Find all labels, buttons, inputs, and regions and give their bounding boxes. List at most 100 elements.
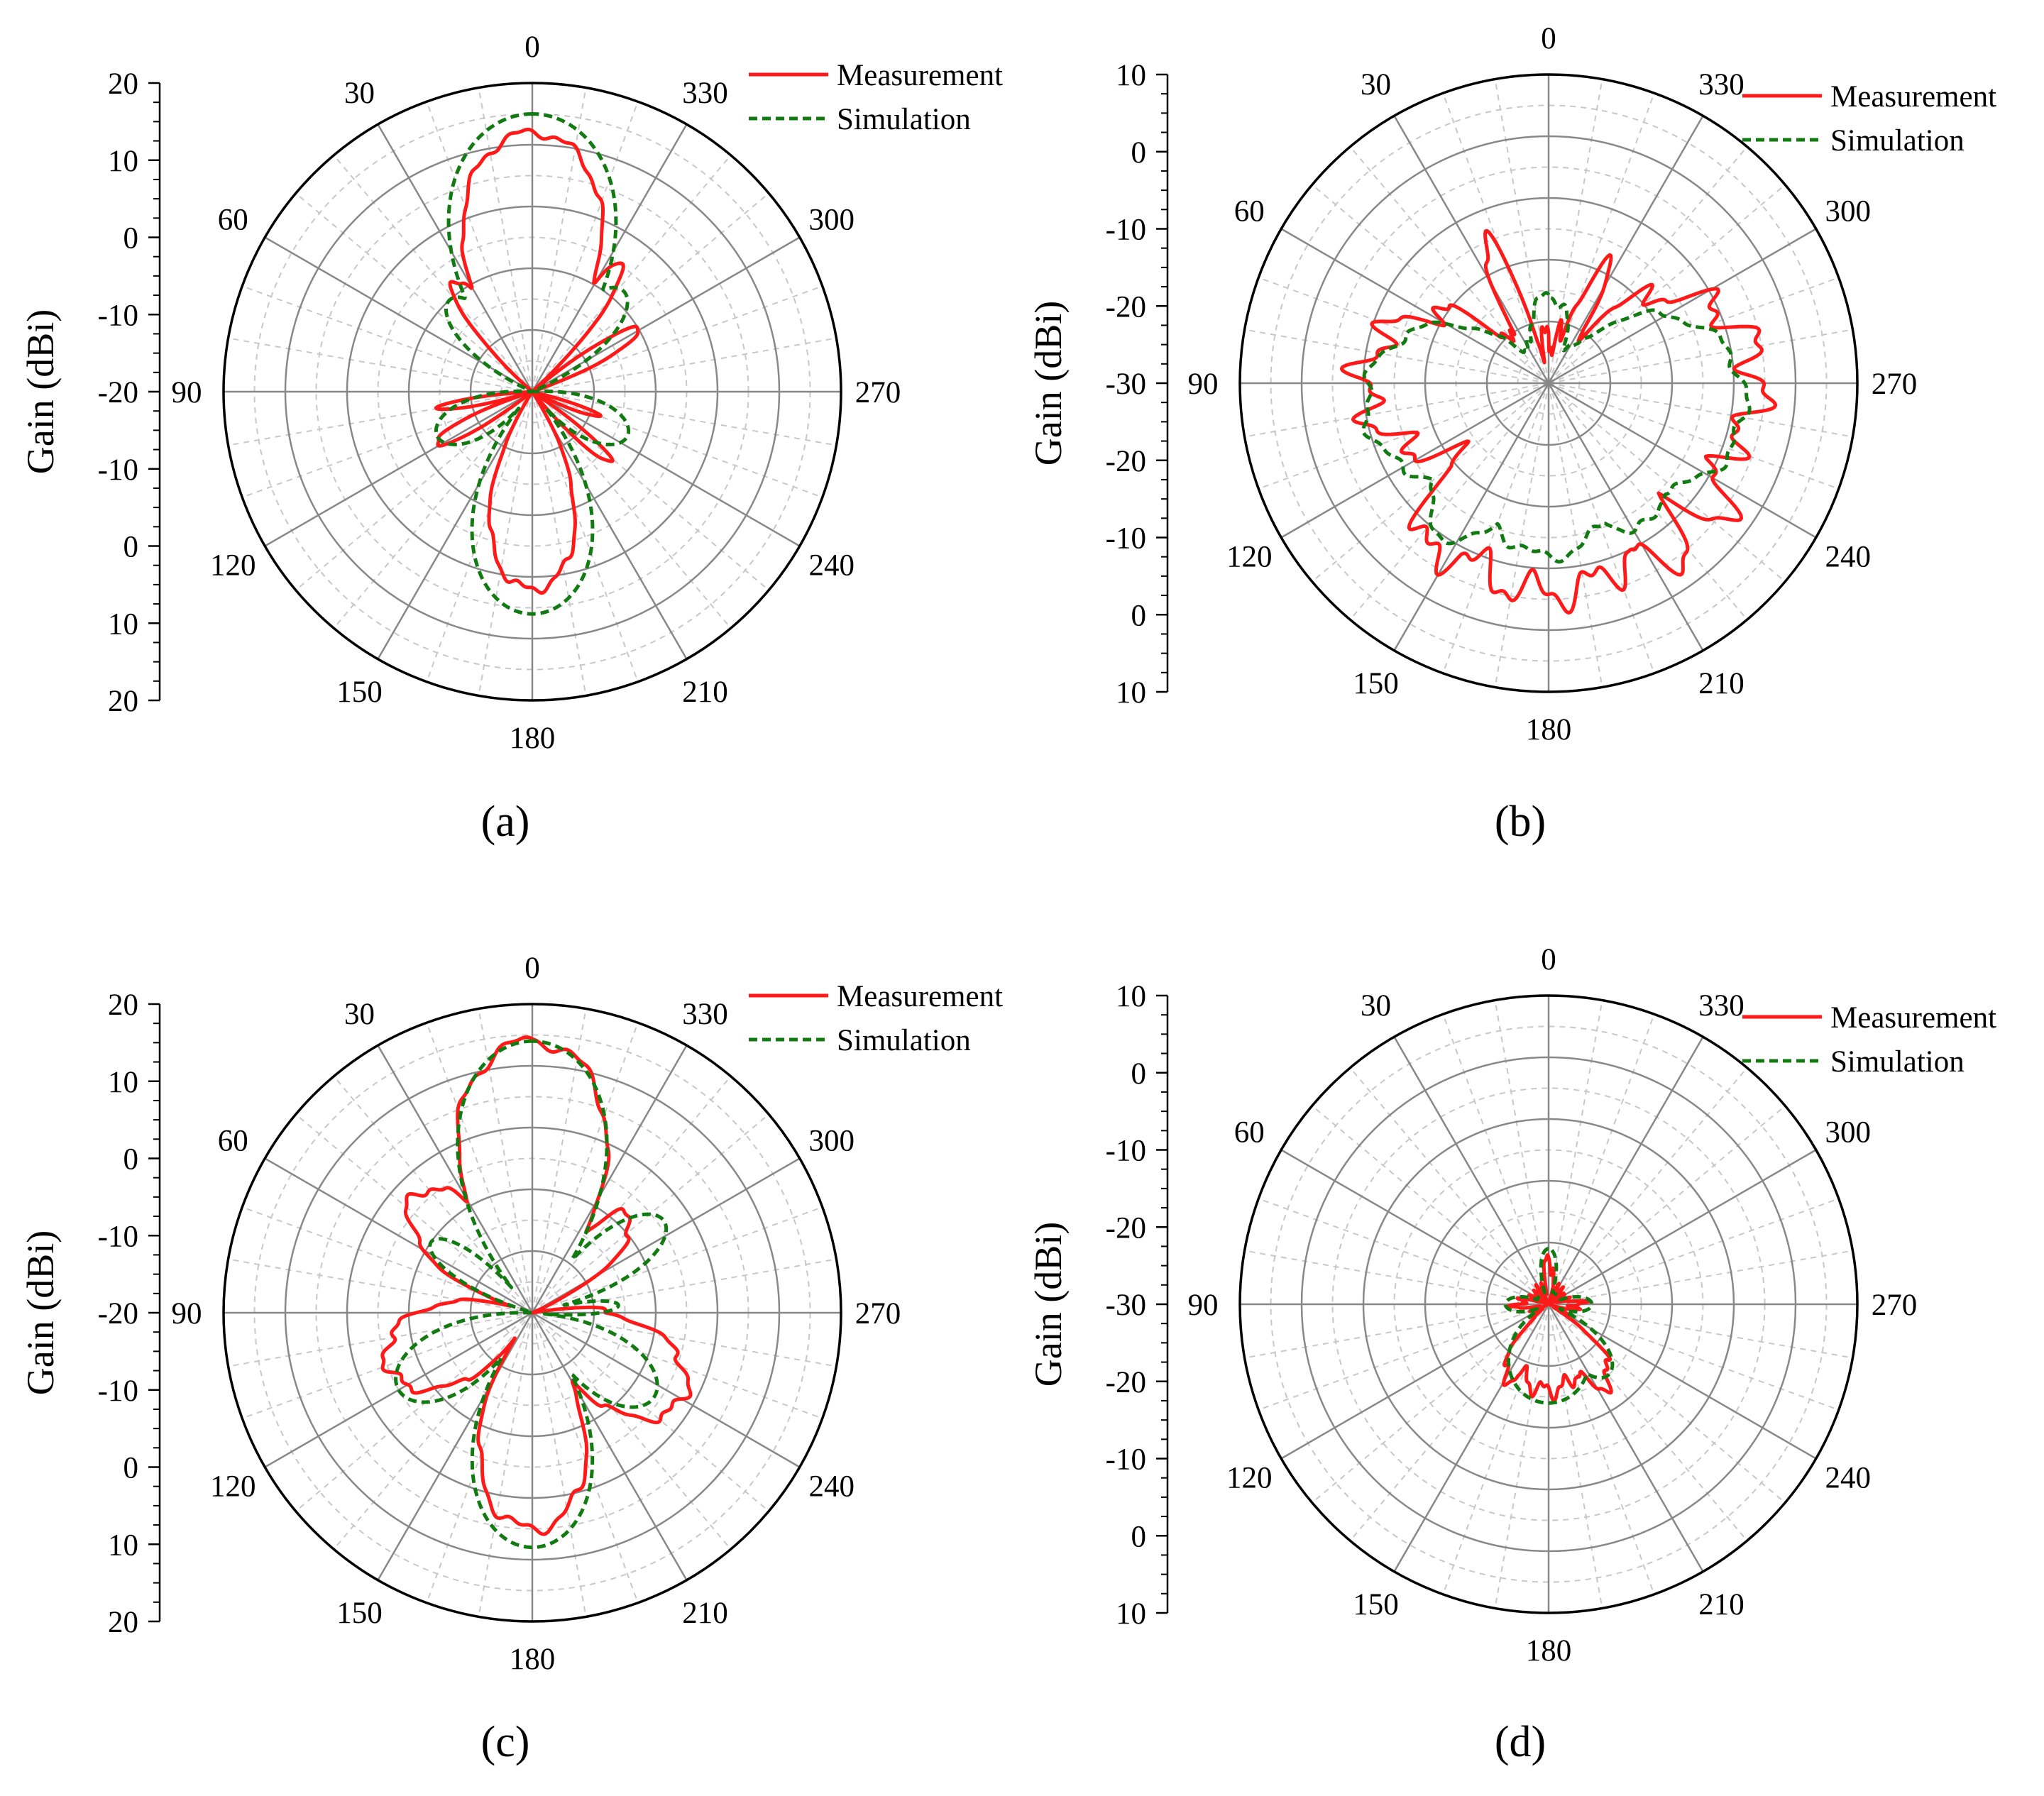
angle-tick-label: 30	[344, 998, 375, 1031]
minor-grid-spoke	[532, 1206, 823, 1313]
minor-grid-spoke	[1548, 1013, 1655, 1305]
angle-tick-label: 180	[1526, 713, 1572, 747]
grid-spoke	[377, 1045, 534, 1313]
minor-grid-spoke	[1349, 146, 1549, 384]
angle-tick-label: 90	[1188, 368, 1219, 401]
angle-tick-label: 210	[1698, 1588, 1744, 1621]
minor-grid-spoke	[1442, 1304, 1549, 1595]
measurement-curve	[434, 127, 640, 595]
measurement-curve	[1339, 228, 1778, 615]
gain-axis-tick-label: 10	[1116, 1597, 1146, 1631]
minor-grid-spoke	[241, 391, 533, 498]
grid-spoke	[1548, 228, 1817, 385]
minor-grid-spoke	[295, 391, 533, 591]
minor-grid-spoke	[1244, 1304, 1549, 1359]
grid-spoke	[1547, 1304, 1704, 1572]
minor-grid-spoke	[333, 1076, 533, 1313]
angle-tick-label: 60	[1234, 1116, 1265, 1150]
minor-grid-spoke	[532, 285, 823, 392]
grid-spoke	[1280, 1303, 1549, 1460]
angle-tick-label: 0	[524, 31, 540, 64]
minor-grid-spoke	[333, 1312, 533, 1550]
minor-grid-spoke	[532, 192, 769, 392]
polar-panel-2: 0 30 60 90 120 150 180 210 240 270 300 330 10 0 -10 -20…	[1027, 22, 1996, 846]
simulation-legend-label: Simulation	[1830, 124, 1965, 158]
gain-axis-tick-label: 10	[108, 1528, 138, 1562]
minor-grid-spoke	[1548, 277, 1840, 384]
outer-ring	[1238, 73, 1859, 693]
minor-grid-spoke	[532, 155, 732, 392]
angle-tick-label: 60	[218, 1125, 248, 1158]
minor-grid-spoke	[1258, 277, 1549, 384]
gain-axis-title: Gain (dBi)	[1027, 301, 1070, 465]
minor-grid-spoke	[1258, 382, 1549, 490]
grid-spoke	[264, 236, 533, 393]
simulation-curve	[394, 1039, 669, 1550]
minor-grid-spoke	[1312, 382, 1549, 583]
minor-grid-spoke	[1548, 1304, 1655, 1595]
gain-axis-tick-label: 10	[1116, 676, 1146, 710]
minor-grid-spoke	[333, 155, 533, 392]
minor-grid-spoke	[1548, 329, 1853, 384]
gain-axis-tick-label: -10	[1106, 1443, 1146, 1477]
legend: Measurement Simulation	[1742, 1001, 1996, 1079]
minor-grid-spoke	[532, 391, 837, 446]
minor-grid-spoke	[295, 1113, 533, 1313]
angle-tick-label: 180	[510, 722, 556, 755]
gain-axis-tick-label: 0	[123, 1452, 139, 1485]
minor-grid-spoke	[1548, 146, 1748, 384]
minor-grid-spoke	[1258, 1198, 1549, 1305]
angle-tick-label: 90	[1188, 1289, 1219, 1322]
minor-grid-spoke	[532, 1076, 732, 1313]
minor-grid-spoke	[426, 391, 533, 683]
grid-spoke	[264, 390, 533, 547]
angle-tick-label: 0	[524, 952, 540, 985]
minor-grid-spoke	[532, 391, 823, 498]
angle-tick-label: 210	[682, 1597, 728, 1630]
polar-panel-4: 0 30 60 90 120 150 180 210 240 270 300 330 10 0 -10 -20…	[1027, 943, 1996, 1766]
grid-spoke	[1393, 382, 1550, 651]
minor-grid-spoke	[1442, 382, 1549, 674]
angle-tick-label: 270	[855, 1297, 901, 1331]
angle-tick-label: 270	[1872, 368, 1918, 401]
minor-grid-spoke	[1548, 382, 1786, 583]
grid-spoke	[531, 123, 688, 392]
minor-grid-spoke	[532, 1258, 837, 1313]
grid-spoke	[532, 236, 801, 393]
grid-spoke	[1547, 115, 1704, 384]
gain-axis-tick-label: 0	[123, 222, 139, 255]
angle-tick-label: 150	[1353, 667, 1399, 700]
angle-tick-label: 120	[1226, 1462, 1273, 1495]
panel-label: (a)	[481, 798, 530, 846]
legend: Measurement Simulation	[749, 980, 1003, 1057]
minor-grid-spoke	[426, 1312, 533, 1604]
minor-grid-spoke	[1548, 92, 1655, 384]
angle-tick-label: 120	[210, 549, 256, 583]
minor-grid-spoke	[532, 101, 639, 392]
angle-tick-label: 30	[1361, 989, 1391, 1023]
measurement-curve	[1501, 1253, 1613, 1403]
measurement-legend-label: Measurement	[1830, 1001, 1996, 1035]
minor-grid-spoke	[1244, 1250, 1549, 1305]
minor-grid-spoke	[1312, 184, 1549, 384]
angle-tick-label: 150	[336, 676, 383, 709]
measurement-curve	[380, 1035, 693, 1536]
gain-axis-tick-label: -10	[98, 1374, 138, 1408]
angle-tick-label: 150	[336, 1597, 383, 1630]
minor-grid-spoke	[1548, 1250, 1853, 1305]
grid-spoke	[1280, 228, 1549, 385]
minor-grid-spoke	[1548, 1304, 1853, 1359]
minor-grid-spoke	[532, 391, 639, 683]
angle-tick-label: 30	[1361, 68, 1391, 101]
panel-label: (d)	[1495, 1718, 1546, 1766]
minor-grid-spoke	[1312, 1105, 1549, 1305]
minor-grid-spoke	[1442, 92, 1549, 384]
simulation-legend-label: Simulation	[837, 1024, 971, 1057]
angle-tick-label: 270	[855, 376, 901, 409]
minor-grid-spoke	[1244, 329, 1549, 384]
angle-tick-label: 180	[510, 1643, 556, 1676]
grid-spoke	[377, 1312, 534, 1581]
angle-tick-label: 210	[1698, 667, 1744, 700]
simulation-curve	[1503, 1247, 1615, 1405]
angle-tick-label: 30	[344, 77, 375, 110]
